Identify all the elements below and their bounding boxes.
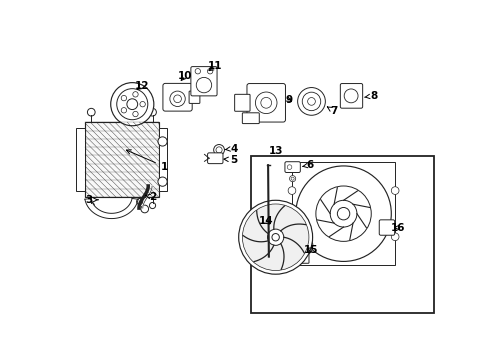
Text: 16: 16 [391,222,406,233]
Circle shape [117,89,148,120]
Text: 15: 15 [304,245,319,255]
FancyBboxPatch shape [243,113,259,123]
Circle shape [290,176,295,182]
Circle shape [296,239,308,252]
Circle shape [88,202,95,208]
Bar [159,129,167,191]
Circle shape [297,87,325,115]
Circle shape [288,187,296,194]
Polygon shape [85,198,138,219]
Circle shape [255,92,277,113]
Bar [85,122,159,197]
Circle shape [137,198,143,204]
Circle shape [344,89,358,103]
Circle shape [268,229,284,246]
Circle shape [140,102,146,107]
Circle shape [239,200,313,274]
Circle shape [392,233,399,240]
Text: 6: 6 [303,160,313,170]
Circle shape [214,144,224,155]
FancyBboxPatch shape [247,84,286,122]
FancyBboxPatch shape [341,84,363,108]
Circle shape [127,99,138,109]
Circle shape [195,68,200,74]
Circle shape [87,108,95,116]
Circle shape [287,165,292,170]
Circle shape [291,177,294,180]
Circle shape [173,95,181,103]
Text: 2: 2 [146,192,156,202]
Circle shape [207,68,213,74]
FancyBboxPatch shape [163,84,192,111]
Circle shape [158,137,167,146]
Circle shape [337,207,350,220]
FancyBboxPatch shape [208,153,223,164]
Circle shape [111,83,154,126]
Circle shape [302,92,321,111]
Circle shape [291,235,313,256]
Text: 14: 14 [259,216,273,226]
Circle shape [121,108,126,113]
FancyBboxPatch shape [379,220,394,235]
Text: 3: 3 [85,195,98,205]
Text: 10: 10 [178,71,193,81]
Text: 13: 13 [269,146,283,156]
FancyBboxPatch shape [189,91,200,103]
Circle shape [148,108,156,116]
FancyBboxPatch shape [191,67,217,96]
Text: 8: 8 [365,91,377,101]
Circle shape [196,77,212,93]
Circle shape [261,98,271,108]
Bar [292,162,395,265]
Circle shape [170,91,185,107]
Circle shape [121,95,126,101]
Circle shape [141,205,148,213]
Circle shape [272,234,279,241]
Circle shape [316,186,371,241]
Circle shape [288,233,296,240]
Circle shape [149,202,156,208]
Text: 7: 7 [327,106,338,116]
Text: 1: 1 [126,150,168,172]
Circle shape [158,177,167,186]
Text: 9: 9 [285,95,293,105]
Circle shape [243,204,309,270]
Text: 12: 12 [134,81,149,91]
Circle shape [133,111,138,117]
Text: 11: 11 [208,61,222,71]
Text: 4: 4 [225,144,238,153]
Bar [76,129,85,191]
FancyBboxPatch shape [285,162,300,172]
Circle shape [133,92,138,97]
Circle shape [308,98,316,105]
FancyBboxPatch shape [235,94,250,111]
Bar [251,156,434,314]
Circle shape [296,166,392,261]
Text: 5: 5 [224,155,238,165]
Circle shape [392,187,399,194]
FancyBboxPatch shape [295,252,309,263]
Circle shape [330,200,357,227]
Circle shape [216,147,222,153]
